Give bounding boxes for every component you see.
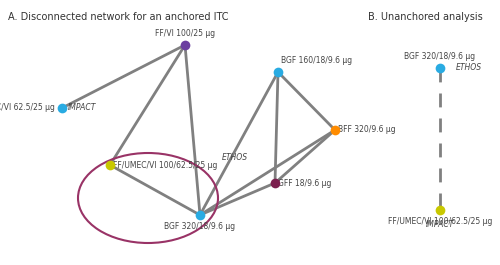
Text: BGF 160/18/9.6 μg: BGF 160/18/9.6 μg xyxy=(281,56,352,65)
Text: ETHOS: ETHOS xyxy=(456,64,482,73)
Text: FF/UMEC/VI 100/62.5/25 μg: FF/UMEC/VI 100/62.5/25 μg xyxy=(388,217,492,226)
Text: BGF 320/18/9.6 μg: BGF 320/18/9.6 μg xyxy=(404,52,475,61)
Text: UMEC/VI 62.5/25 μg: UMEC/VI 62.5/25 μg xyxy=(0,104,55,113)
Text: ETHOS: ETHOS xyxy=(222,153,248,162)
Text: A. Disconnected network for an anchored ITC: A. Disconnected network for an anchored … xyxy=(8,12,228,22)
Text: GFF 18/9.6 μg: GFF 18/9.6 μg xyxy=(278,179,332,188)
Text: IMPACT: IMPACT xyxy=(68,104,96,113)
Text: B. Unanchored analysis: B. Unanchored analysis xyxy=(368,12,483,22)
Text: FF/VI 100/25 μg: FF/VI 100/25 μg xyxy=(155,29,215,38)
Text: FF/UMEC/VI 100/62.5/25 μg: FF/UMEC/VI 100/62.5/25 μg xyxy=(113,161,218,170)
Text: IMPACT: IMPACT xyxy=(426,220,454,229)
Text: BFF 320/9.6 μg: BFF 320/9.6 μg xyxy=(338,126,396,135)
Text: BGF 320/18/9.6 μg: BGF 320/18/9.6 μg xyxy=(164,222,236,231)
